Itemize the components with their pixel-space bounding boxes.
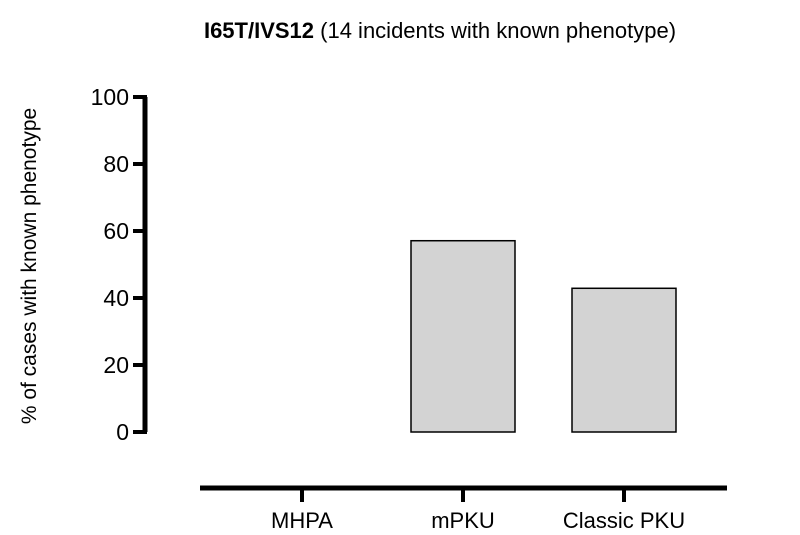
y-tick-label: 60 [103,218,129,244]
y-tick-label: 0 [116,419,129,445]
bar [571,287,677,433]
x-tick-label: Classic PKU [563,508,685,533]
y-axis-label: % of cases with known phenotype [18,108,41,424]
bar [410,239,516,433]
x-tick-label: MHPA [271,508,333,533]
chart-title-bold: I65T/IVS12 [204,18,314,43]
chart-title-rest: (14 incidents with known phenotype) [314,18,676,43]
y-tick-label: 40 [103,285,129,311]
x-tick-label: mPKU [431,508,495,533]
y-tick-label: 20 [103,352,129,378]
chart-title: I65T/IVS12 (14 incidents with known phen… [204,18,676,43]
y-tick-label: 100 [91,84,129,110]
x-axis: MHPA mPKU Classic PKU [200,485,727,533]
y-axis: 0 20 40 60 80 100 [91,84,148,445]
bars [410,239,677,433]
y-tick-label: 80 [103,151,129,177]
